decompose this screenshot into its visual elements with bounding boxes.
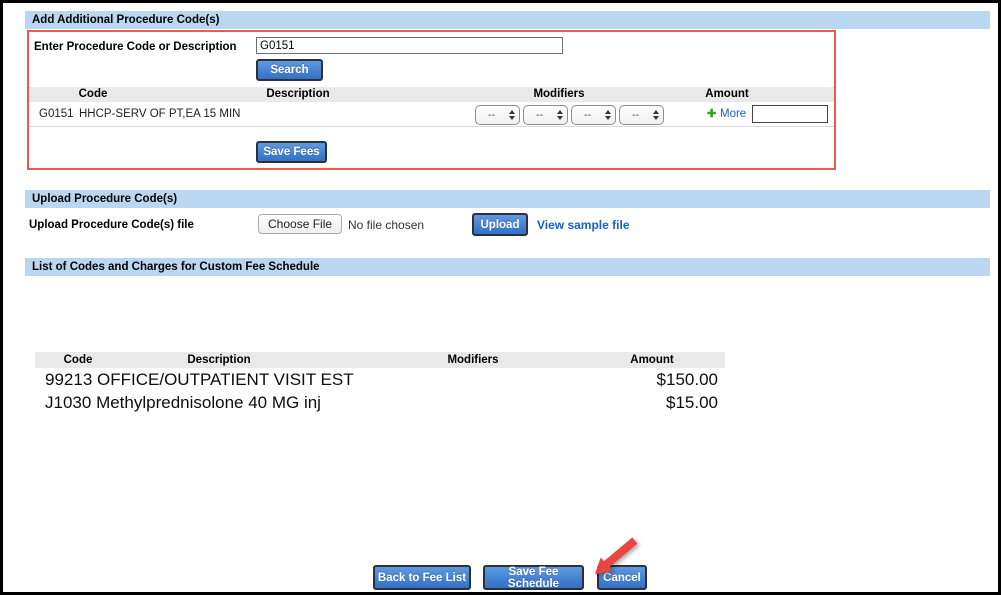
fee-row-amount: $15.00 [666,393,718,412]
select-arrows-icon [651,110,663,120]
fee-col-description: Description [187,354,251,366]
view-sample-file-link[interactable]: View sample file [537,218,630,232]
fee-table-row: 99213 OFFICE/OUTPATIENT VISIT EST [45,370,354,390]
modifier-select-2[interactable]: -- [523,105,568,125]
more-modifiers-link[interactable]: More [720,108,747,120]
add-more-icon: ✚ [707,108,717,120]
upload-button[interactable]: Upload [472,213,528,236]
choose-file-button[interactable]: Choose File [258,214,343,234]
procedure-code-input[interactable] [256,37,563,54]
add-code-highlight-box: Enter Procedure Code or Description Sear… [27,30,836,170]
select-arrows-icon [507,110,519,120]
fee-row-code: 99213 [45,370,93,389]
amount-input[interactable] [752,105,828,123]
row-code: G0151 [39,108,74,120]
select-arrows-icon [603,110,615,120]
section-header-add-codes: Add Additional Procedure Code(s) [25,11,990,29]
save-fees-button[interactable]: Save Fees [256,141,327,163]
add-table-header-row: Code Description Modifiers Amount [29,87,834,102]
fee-table-row: J1030 Methylprednisolone 40 MG inj [45,393,321,413]
select-arrows-icon [555,110,567,120]
cancel-button[interactable]: Cancel [597,565,647,590]
row-description: HHCP-SERV OF PT,EA 15 MIN [79,108,241,120]
fee-col-amount: Amount [630,354,674,366]
back-to-fee-list-button[interactable]: Back to Fee List [373,565,471,590]
upload-file-label: Upload Procedure Code(s) file [29,219,194,231]
section-header-fee-list: List of Codes and Charges for Custom Fee… [25,258,990,276]
add-col-code: Code [78,88,108,100]
procedure-code-label: Enter Procedure Code or Description [34,41,237,53]
add-col-modifiers: Modifiers [533,88,585,100]
fee-table-header-row: Code Description Modifiers Amount [35,352,725,368]
modifier-select-1[interactable]: -- [475,105,520,125]
fee-col-code: Code [63,354,93,366]
fee-row-description: Methylprednisolone 40 MG inj [96,393,321,412]
modifier-select-3[interactable]: -- [571,105,616,125]
search-button[interactable]: Search [256,59,323,81]
fee-row-description: OFFICE/OUTPATIENT VISIT EST [97,370,354,389]
save-fee-schedule-button[interactable]: Save Fee Schedule [483,565,584,590]
section-header-upload: Upload Procedure Code(s) [25,190,990,208]
add-table-row: G0151 HHCP-SERV OF PT,EA 15 MIN -- -- --… [29,102,834,127]
fee-row-code: J1030 [45,393,92,412]
add-col-description: Description [266,88,330,100]
modifier-select-4[interactable]: -- [619,105,664,125]
add-col-amount: Amount [705,88,749,100]
fee-col-modifiers: Modifiers [447,354,499,366]
file-status-text: No file chosen [348,218,425,232]
fee-row-amount: $150.00 [656,370,718,389]
